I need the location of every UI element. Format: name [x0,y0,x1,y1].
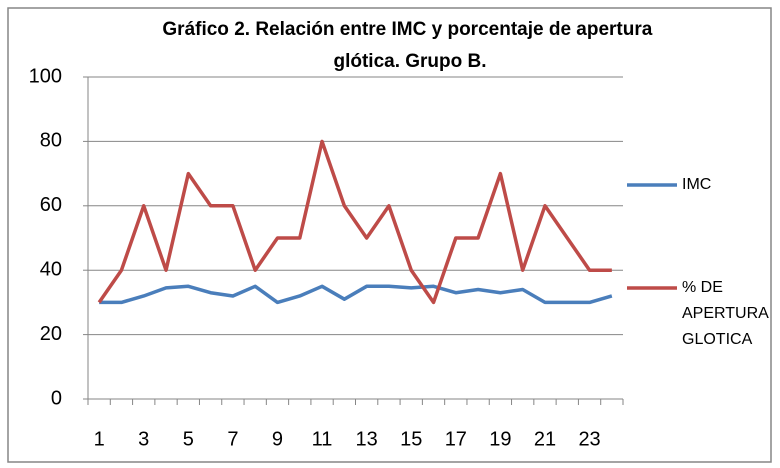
x-tick-label: 1 [94,428,105,450]
chart-title: Gráfico 2. Relación entre IMC y porcenta… [162,19,657,72]
legend-label: % DE APERTURA GLOTICA [682,279,772,348]
series-line [97,139,612,305]
x-tick-label: 15 [400,428,422,450]
chart-border [7,7,772,463]
series-line [99,284,613,305]
x-tick-label: 7 [227,428,238,450]
x-tick-label: 21 [534,428,556,450]
x-tick-label: 19 [489,428,511,450]
y-tick-label: 0 [51,387,62,409]
y-tick-label: 60 [40,194,62,216]
x-tick-label: 23 [578,428,600,450]
x-tick-label: 11 [312,428,333,450]
y-tick-label: 100 [29,65,62,87]
y-tick-label: 80 [40,130,62,152]
x-tick-label: 3 [138,428,149,450]
x-tick-label: 9 [272,428,283,450]
x-tick-label: 17 [445,428,467,450]
x-tick-label: 13 [356,428,378,450]
y-tick-label: 20 [40,323,62,345]
legend-label: IMC [682,176,711,193]
y-tick-label: 40 [40,258,62,280]
x-tick-label: 5 [183,428,194,450]
